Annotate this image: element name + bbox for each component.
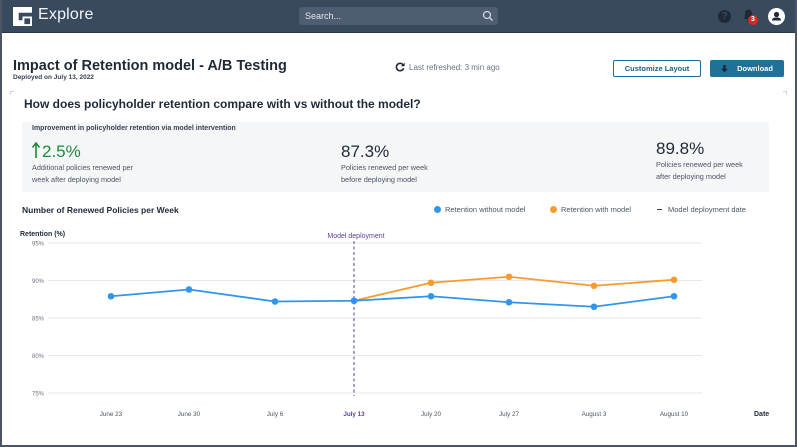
data-point-without-model (505, 298, 513, 306)
app-name: Explore (38, 6, 94, 23)
kpi-desc-line: Policies renewed per week (341, 163, 428, 172)
legend-item-without-model[interactable]: Retention without model (434, 205, 525, 214)
y-axis-label: Retention (%) (20, 231, 65, 238)
x-tick-label: July 27 (499, 411, 519, 418)
x-tick-label: June 23 (100, 411, 123, 418)
y-tick-label: 80% (32, 354, 45, 360)
data-point-with-model (590, 282, 598, 290)
kpi-improvement-number: 2.5% (42, 142, 81, 161)
user-icon (772, 11, 781, 21)
kpi-desc-line: after deploying model (656, 172, 726, 181)
data-point-without-model (670, 292, 678, 300)
last-refreshed: Last refreshed: 3 min ago (395, 62, 500, 72)
x-tick-label: June 30 (178, 411, 201, 418)
legend-dot-blue (434, 206, 441, 213)
y-tick-label: 85% (32, 317, 45, 323)
customize-layout-button[interactable]: Customize Layout (613, 60, 701, 77)
deployment-date: Deployed on July 13, 2022 (13, 74, 94, 81)
card-corner (10, 91, 14, 95)
kpi-desc-line: Additional policies renewed per (32, 163, 134, 172)
deployment-annotation: Model deployment (327, 233, 384, 240)
legend-label: Model deployment date (668, 205, 746, 214)
x-tick-label: July 20 (421, 411, 441, 418)
kpi-before-desc: Policies renewed per week before deployi… (341, 162, 451, 186)
x-tick-label: July 6 (267, 411, 284, 418)
kpi-desc-line: Policies renewed per week (656, 160, 743, 169)
search-icon[interactable] (482, 10, 494, 22)
kpi-desc-line: week after deploying model (32, 175, 121, 184)
data-point-without-model (107, 292, 115, 300)
notification-badge: 3 (748, 15, 758, 25)
search-box[interactable] (299, 7, 498, 25)
kpi-after-value: 89.8% (656, 139, 705, 158)
series-line-without-model (110, 288, 675, 308)
kpi-improvement-desc: Additional policies renewed per week aft… (32, 162, 152, 186)
y-tick-label: 75% (32, 392, 45, 398)
legend-dash (657, 208, 662, 211)
download-button[interactable]: Download (710, 60, 784, 77)
kpi-title: Improvement in policyholder retention vi… (32, 125, 236, 132)
x-tick-label: August 10 (660, 411, 689, 418)
x-tick-label: July 13 (343, 411, 365, 418)
kpi-panel: Improvement in policyholder retention vi… (22, 122, 769, 192)
page-title: Impact of Retention model - A/B Testing (13, 58, 287, 74)
user-avatar[interactable] (768, 8, 785, 25)
top-nav-bar: Explore ? 3 (0, 0, 797, 33)
legend-item-deployment[interactable]: Model deployment date (657, 205, 746, 214)
retention-line-chart: Retention (%) 75% 80% 85% 90% 95% June 23 June … (20, 231, 769, 418)
data-point-with-model (427, 279, 435, 287)
app-logo-icon[interactable] (13, 7, 32, 26)
notifications-button[interactable]: 3 (741, 8, 759, 26)
help-icon[interactable]: ? (718, 10, 731, 23)
card-corner (783, 91, 787, 95)
kpi-desc-line: before deploying model (341, 175, 417, 184)
data-point-with-model (505, 273, 513, 281)
data-point-without-model (427, 292, 435, 300)
legend-dot-orange (550, 206, 557, 213)
kpi-before-value: 87.3% (341, 142, 390, 161)
data-point-with-model (670, 276, 678, 284)
chart-title: Number of Renewed Policies per Week (22, 205, 179, 215)
legend-label: Retention without model (445, 205, 526, 214)
legend-label: Retention with model (561, 205, 632, 214)
data-point-without-model (185, 286, 193, 293)
section-question: How does policyholder retention compare … (24, 97, 421, 111)
x-axis-label: Date (754, 411, 769, 418)
refresh-icon[interactable] (395, 62, 405, 72)
search-input[interactable] (305, 7, 475, 25)
kpi-after-desc: Policies renewed per week after deployin… (656, 159, 766, 183)
data-point-without-model (590, 303, 598, 311)
last-refreshed-text: Last refreshed: 3 min ago (409, 62, 500, 72)
y-tick-label: 90% (32, 279, 45, 285)
download-icon (721, 64, 729, 72)
y-tick-label: 95% (32, 242, 45, 248)
download-label: Download (737, 64, 773, 73)
legend-item-with-model[interactable]: Retention with model (550, 205, 631, 214)
data-point-without-model (271, 298, 279, 305)
arrow-up-icon (32, 142, 40, 158)
data-point-without-model (350, 297, 358, 305)
kpi-improvement-value: 2.5% (32, 142, 81, 162)
x-tick-label: August 3 (582, 411, 607, 418)
